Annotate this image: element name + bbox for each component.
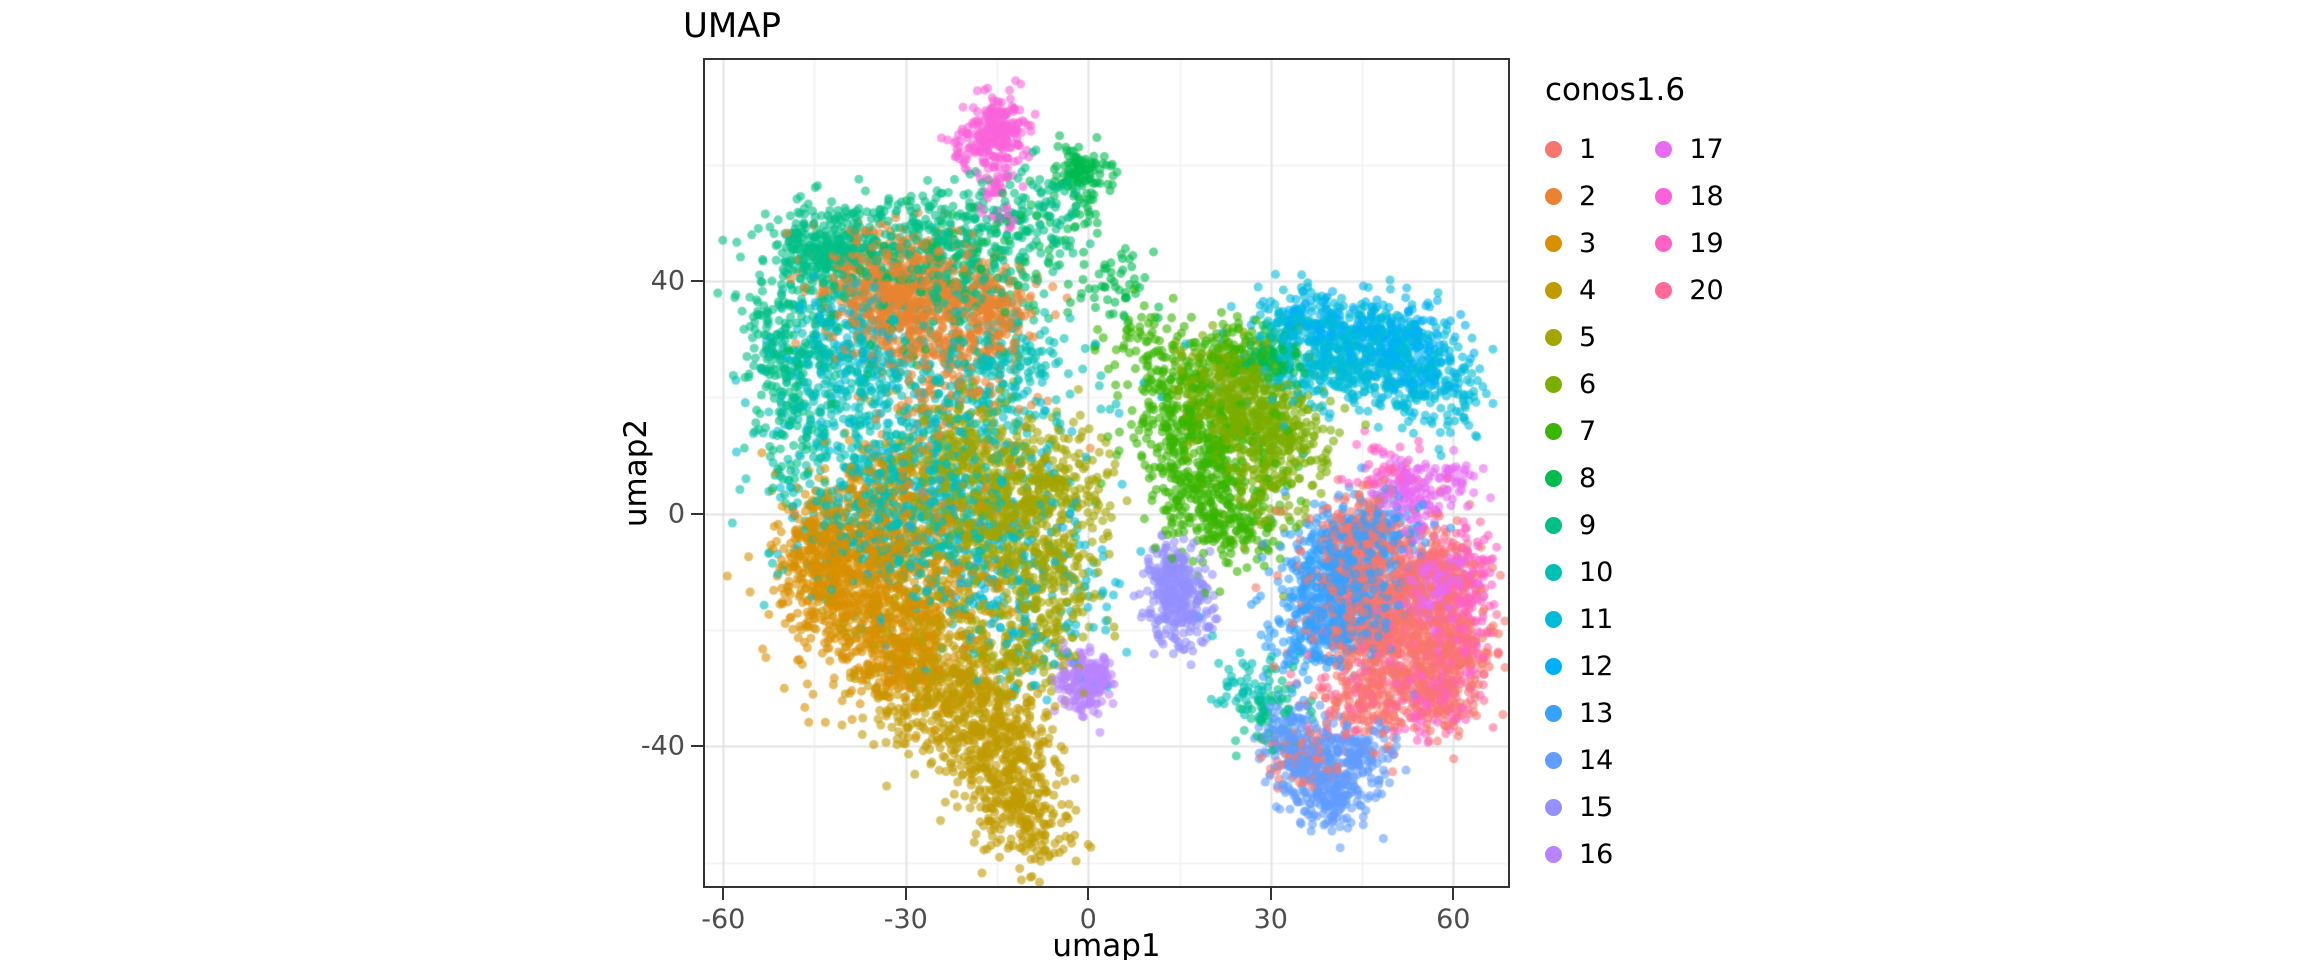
x-tick-mark bbox=[1269, 888, 1272, 900]
legend-key-dot bbox=[1545, 752, 1562, 769]
legend-item: 19 bbox=[1655, 220, 1724, 267]
x-tick-label: 0 bbox=[1079, 904, 1097, 935]
legend-item: 15 bbox=[1545, 784, 1613, 831]
legend: conos1.6 1 2 3 4 5 6 7 8 9 10 11 12 13 14 15 16 17 18 19 20 bbox=[1545, 72, 1724, 878]
legend-item: 1 bbox=[1545, 126, 1613, 173]
y-axis-title: umap2 bbox=[618, 418, 654, 528]
legend-key-dot bbox=[1545, 658, 1562, 675]
legend-key-dot bbox=[1545, 611, 1562, 628]
legend-item-label: 6 bbox=[1579, 369, 1597, 400]
legend-item-label: 16 bbox=[1579, 839, 1614, 870]
x-tick-mark bbox=[904, 888, 907, 900]
legend-item: 4 bbox=[1545, 267, 1613, 314]
legend-item-label: 17 bbox=[1689, 134, 1724, 165]
legend-item: 3 bbox=[1545, 220, 1613, 267]
legend-item: 13 bbox=[1545, 690, 1613, 737]
legend-key-dot bbox=[1545, 282, 1562, 299]
legend-item-label: 7 bbox=[1579, 416, 1597, 447]
legend-key-dot bbox=[1655, 235, 1673, 252]
legend-key-dot bbox=[1545, 799, 1562, 816]
y-tick-mark bbox=[691, 280, 703, 283]
legend-items: 1 2 3 4 5 6 7 8 9 10 11 12 13 14 15 16 17 18 19 20 bbox=[1545, 126, 1724, 878]
legend-key-dot bbox=[1545, 564, 1562, 581]
legend-item: 7 bbox=[1545, 408, 1613, 455]
legend-item: 14 bbox=[1545, 737, 1613, 784]
legend-key-dot bbox=[1545, 423, 1562, 440]
x-tick-label: -60 bbox=[701, 904, 746, 935]
legend-item-label: 12 bbox=[1579, 651, 1614, 682]
x-tick-mark bbox=[1452, 888, 1455, 900]
legend-key-dot bbox=[1655, 282, 1673, 299]
legend-item-label: 19 bbox=[1689, 228, 1724, 259]
legend-item-label: 15 bbox=[1579, 792, 1614, 823]
plot-title: UMAP bbox=[683, 6, 781, 46]
legend-key-dot bbox=[1545, 235, 1562, 252]
legend-key-dot bbox=[1545, 188, 1562, 205]
legend-title: conos1.6 bbox=[1545, 72, 1686, 108]
legend-item: 5 bbox=[1545, 314, 1613, 361]
legend-item: 11 bbox=[1545, 596, 1613, 643]
legend-key-dot bbox=[1545, 470, 1562, 487]
legend-item-label: 20 bbox=[1689, 275, 1724, 306]
legend-item-label: 5 bbox=[1579, 322, 1597, 353]
x-tick-label: 60 bbox=[1436, 904, 1471, 935]
legend-item-label: 4 bbox=[1579, 275, 1597, 306]
legend-item: 12 bbox=[1545, 643, 1613, 690]
legend-key-dot bbox=[1655, 188, 1673, 205]
x-axis-title: umap1 bbox=[1052, 928, 1161, 960]
y-tick-mark bbox=[691, 745, 703, 748]
legend-item: 10 bbox=[1545, 549, 1613, 596]
legend-item: 18 bbox=[1655, 173, 1724, 220]
legend-key-dot bbox=[1655, 141, 1673, 158]
legend-item: 16 bbox=[1545, 831, 1613, 878]
legend-key-dot bbox=[1545, 329, 1562, 346]
legend-key-dot bbox=[1545, 376, 1562, 393]
legend-item-label: 9 bbox=[1579, 510, 1597, 541]
legend-item: 6 bbox=[1545, 361, 1613, 408]
legend-key-dot bbox=[1545, 141, 1562, 158]
x-tick-mark bbox=[1087, 888, 1090, 900]
legend-item: 20 bbox=[1655, 267, 1724, 314]
legend-item-label: 11 bbox=[1579, 604, 1614, 635]
legend-item-label: 10 bbox=[1579, 557, 1614, 588]
legend-item-label: 8 bbox=[1579, 463, 1597, 494]
y-tick-label: 40 bbox=[650, 265, 685, 297]
legend-key-dot bbox=[1545, 517, 1562, 534]
legend-key-dot bbox=[1545, 846, 1562, 863]
legend-item-label: 2 bbox=[1579, 181, 1597, 212]
x-tick-label: 30 bbox=[1253, 904, 1288, 935]
x-tick-mark bbox=[722, 888, 725, 900]
y-tick-label: -40 bbox=[640, 730, 685, 762]
legend-item-label: 14 bbox=[1579, 745, 1614, 776]
legend-item: 9 bbox=[1545, 502, 1613, 549]
y-tick-label: 0 bbox=[667, 498, 685, 530]
legend-item: 2 bbox=[1545, 173, 1613, 220]
legend-item: 8 bbox=[1545, 455, 1613, 502]
plot-panel bbox=[703, 58, 1510, 888]
legend-item: 17 bbox=[1655, 126, 1724, 173]
umap-scatter-canvas bbox=[705, 60, 1508, 886]
legend-key-dot bbox=[1545, 705, 1562, 722]
legend-item-label: 18 bbox=[1689, 181, 1724, 212]
x-tick-label: -30 bbox=[883, 904, 928, 935]
legend-item-label: 13 bbox=[1579, 698, 1614, 729]
legend-item-label: 1 bbox=[1579, 134, 1597, 165]
y-tick-mark bbox=[691, 512, 703, 515]
legend-item-label: 3 bbox=[1579, 228, 1597, 259]
